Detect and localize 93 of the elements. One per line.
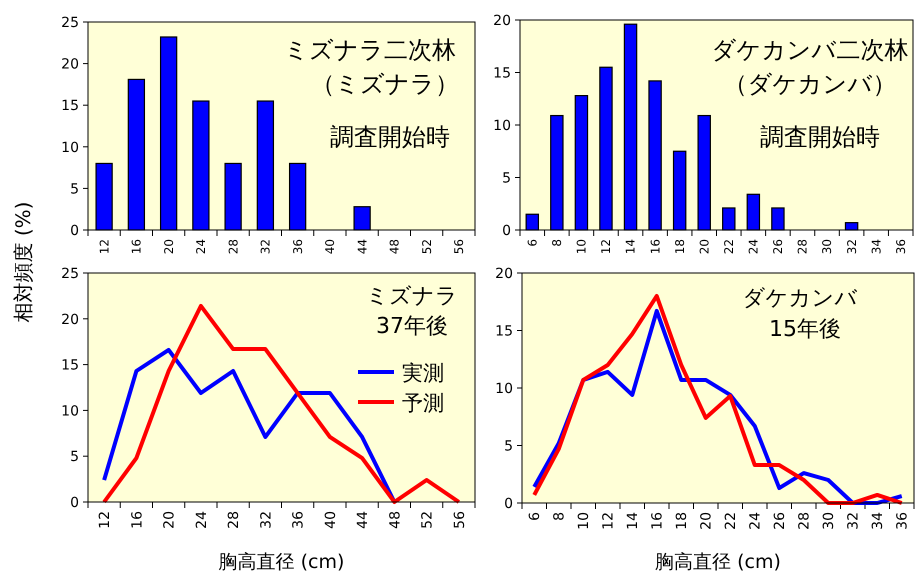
x-tick-label: 24 — [748, 512, 764, 530]
y-tick-label: 0 — [502, 223, 511, 239]
y-tick-label: 25 — [61, 266, 79, 282]
x-tick-label: 44 — [355, 510, 372, 529]
x-tick-label: 32 — [258, 511, 274, 529]
y-tick-label: 10 — [61, 140, 79, 156]
y-tick-label: 25 — [61, 15, 79, 31]
x-tick-label: 22 — [722, 239, 736, 254]
y-tick-label: 20 — [495, 266, 513, 282]
x-tick-label: 28 — [796, 512, 813, 530]
x-tick-label: 10 — [574, 239, 589, 254]
y-tick-label: 15 — [61, 98, 79, 114]
legend-label: 実測 — [402, 361, 444, 385]
x-tick-label: 32 — [844, 239, 859, 254]
y-tick-label: 5 — [502, 170, 511, 186]
annotation: ダケカンバ — [742, 286, 858, 311]
x-tick-label: 26 — [772, 512, 788, 530]
y-tick-label: 20 — [61, 56, 79, 73]
x-tick-label: 16 — [648, 239, 662, 254]
x-tick-label: 10 — [576, 512, 592, 530]
x-tick-label: 6 — [527, 512, 544, 521]
annotation: 37年後 — [376, 314, 448, 339]
x-tick-label: 18 — [674, 512, 690, 530]
x-tick-label: 56 — [452, 239, 466, 254]
x-tick-label: 32 — [258, 239, 273, 254]
y-tick-label: 20 — [493, 13, 511, 29]
x-tick-label: 36 — [290, 239, 305, 254]
x-tick-label: 52 — [420, 239, 434, 254]
x-tick-label: 28 — [796, 239, 810, 254]
annotation: ダケカンバ二次林 — [712, 36, 908, 64]
x-tick-label: 8 — [550, 239, 564, 247]
annotation: 調査開始時 — [760, 123, 880, 151]
x-tick-label: 24 — [194, 239, 208, 254]
x-tick-label: 6 — [525, 239, 540, 247]
x-tick-label: 14 — [625, 512, 642, 530]
annotation: （ミズナラ） — [311, 70, 459, 98]
x-tick-label: 20 — [697, 239, 712, 254]
y-tick-label: 0 — [504, 496, 513, 512]
x-tick-label: 18 — [672, 239, 687, 254]
x-axis-title: 胸高直径 (cm) — [655, 551, 781, 573]
x-tick-label: 48 — [387, 511, 404, 529]
x-tick-label: 16 — [129, 510, 146, 529]
y-tick-label: 5 — [70, 449, 79, 466]
x-tick-label: 40 — [323, 239, 338, 254]
x-tick-label: 36 — [290, 510, 307, 529]
annotation: （ダケカンバ） — [724, 70, 896, 98]
y-tick-label: 10 — [495, 381, 513, 397]
x-tick-label: 12 — [97, 511, 114, 529]
y-tick-label: 0 — [70, 495, 79, 511]
x-tick-label: 56 — [452, 510, 468, 529]
annotation: 調査開始時 — [330, 123, 450, 151]
x-tick-label: 40 — [322, 511, 339, 529]
annotation: ミズナラ — [366, 284, 458, 309]
y-tick-label: 5 — [504, 438, 513, 454]
x-tick-label: 44 — [355, 239, 370, 254]
x-tick-label: 14 — [624, 239, 638, 254]
x-tick-label: 8 — [552, 512, 568, 521]
x-tick-label: 16 — [650, 512, 666, 530]
y-tick-label: 0 — [70, 223, 79, 239]
x-tick-label: 24 — [746, 239, 761, 254]
y-tick-label: 10 — [493, 118, 511, 134]
x-tick-label: 22 — [723, 512, 740, 530]
legend-label: 予測 — [402, 391, 444, 415]
x-tick-label: 28 — [226, 511, 242, 529]
y-tick-label: 5 — [70, 181, 79, 198]
annotation: 15年後 — [769, 317, 841, 342]
y-tick-label: 10 — [61, 403, 79, 420]
y-tick-label: 15 — [495, 324, 513, 340]
y-tick-label: 15 — [61, 358, 79, 374]
x-tick-label: 16 — [130, 239, 144, 254]
x-tick-label: 12 — [599, 239, 614, 254]
annotation: ミズナラ二次林 — [284, 36, 456, 64]
x-tick-label: 24 — [194, 510, 210, 529]
x-tick-label: 12 — [97, 239, 112, 254]
x-tick-label: 34 — [870, 512, 886, 530]
y-axis-title: 相対頻度 (%) — [11, 202, 35, 322]
x-tick-label: 28 — [226, 239, 240, 254]
x-tick-label: 30 — [821, 512, 838, 530]
x-tick-label: 30 — [820, 239, 834, 254]
x-tick-label: 34 — [869, 239, 884, 254]
y-tick-label: 20 — [61, 312, 79, 328]
x-tick-label: 36 — [894, 512, 911, 530]
x-tick-label: 12 — [600, 512, 617, 530]
x-tick-label: 48 — [388, 239, 402, 254]
x-tick-label: 20 — [162, 239, 176, 254]
x-tick-label: 20 — [698, 512, 715, 530]
y-tick-label: 15 — [493, 66, 511, 82]
x-tick-label: 20 — [162, 511, 178, 529]
x-axis-title: 胸高直径 (cm) — [218, 551, 344, 573]
x-tick-label: 32 — [846, 512, 862, 530]
x-tick-label: 26 — [771, 239, 786, 254]
x-tick-label: 52 — [420, 511, 436, 529]
x-tick-label: 36 — [894, 239, 908, 254]
